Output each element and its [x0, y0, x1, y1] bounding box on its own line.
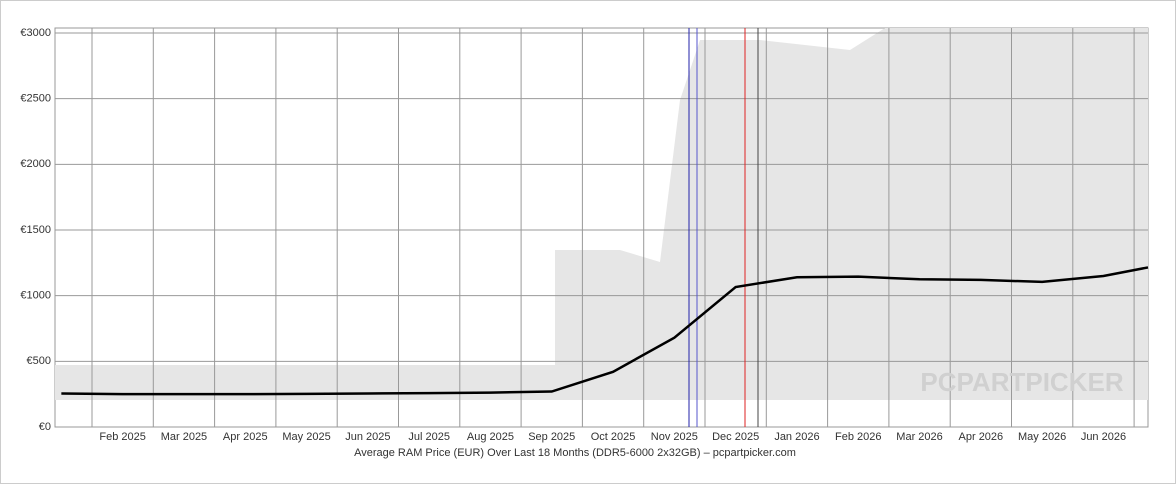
x-tick-label: Jun 2025: [345, 431, 390, 443]
x-tick-label: Feb 2026: [835, 431, 881, 443]
x-tick-label: May 2026: [1018, 431, 1066, 443]
y-tick-label: €1500: [20, 224, 51, 236]
x-tick-label: Feb 2025: [99, 431, 145, 443]
grid: [55, 28, 1148, 428]
watermark: PCPARTPICKER: [920, 367, 1123, 397]
x-tick-label: Apr 2026: [959, 431, 1004, 443]
price-line: [61, 266, 1149, 396]
axis-caption: Average RAM Price (EUR) Over Last 18 Mon…: [354, 447, 796, 459]
x-tick-label: Jan 2026: [774, 431, 819, 443]
y-tick-label: €500: [27, 355, 51, 367]
x-tick-label: Aug 2025: [467, 431, 514, 443]
y-tick-label: €1000: [20, 290, 51, 302]
price-range-area: [55, 28, 1148, 400]
x-tick-label: Sep 2025: [528, 431, 575, 443]
x-tick-label: Mar 2026: [896, 431, 942, 443]
x-tick-label: Nov 2025: [651, 431, 698, 443]
x-tick-label: May 2025: [282, 431, 330, 443]
x-tick-label: Apr 2025: [223, 431, 268, 443]
y-tick-label: €2500: [20, 93, 51, 105]
y-tick-label: €3000: [20, 27, 51, 39]
x-tick-label: Mar 2025: [161, 431, 207, 443]
y-tick-label: €2000: [20, 158, 51, 170]
x-tick-label: Jun 2026: [1081, 431, 1126, 443]
x-tick-label: Jul 2025: [408, 431, 450, 443]
x-tick-label: Dec 2025: [712, 431, 759, 443]
y-tick-label: €0: [39, 421, 51, 433]
x-tick-label: Oct 2025: [591, 431, 636, 443]
